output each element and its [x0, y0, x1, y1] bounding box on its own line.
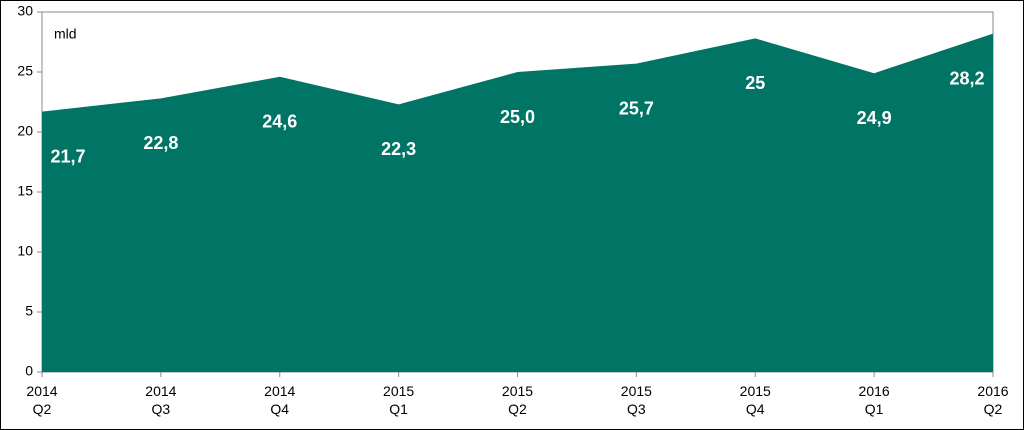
x-tick-label: 2015 Q4	[740, 383, 771, 417]
data-label: 25,7	[619, 98, 654, 118]
x-tick-label: 2015 Q3	[621, 383, 652, 417]
area	[42, 33, 993, 372]
data-label: 28,2	[949, 68, 984, 88]
y-tick-label: 30	[17, 3, 33, 19]
x-tick-label: 2014 Q2	[26, 383, 57, 417]
data-label: 25	[745, 73, 765, 93]
y-tick-label: 20	[17, 123, 33, 139]
x-tick-label: 2014 Q3	[145, 383, 176, 417]
data-label: 22,8	[143, 133, 178, 153]
y-tick-label: 25	[17, 63, 33, 79]
data-label: 25,0	[500, 107, 535, 127]
x-tick-label: 2015 Q1	[383, 383, 414, 417]
x-tick-label: 2016 Q2	[977, 383, 1008, 417]
x-tick-label: 2015 Q2	[502, 383, 533, 417]
y-tick-label: 5	[25, 303, 33, 319]
y-tick-label: 10	[17, 243, 33, 259]
y-tick-label: 0	[25, 363, 33, 379]
unit-label: mld	[54, 26, 77, 42]
data-label: 21,7	[50, 146, 85, 166]
y-tick-label: 15	[17, 183, 33, 199]
data-label: 24,6	[262, 112, 297, 132]
x-tick-label: 2016 Q1	[859, 383, 890, 417]
data-label: 22,3	[381, 139, 416, 159]
x-tick-label: 2014 Q4	[264, 383, 295, 417]
data-label: 24,9	[857, 108, 892, 128]
